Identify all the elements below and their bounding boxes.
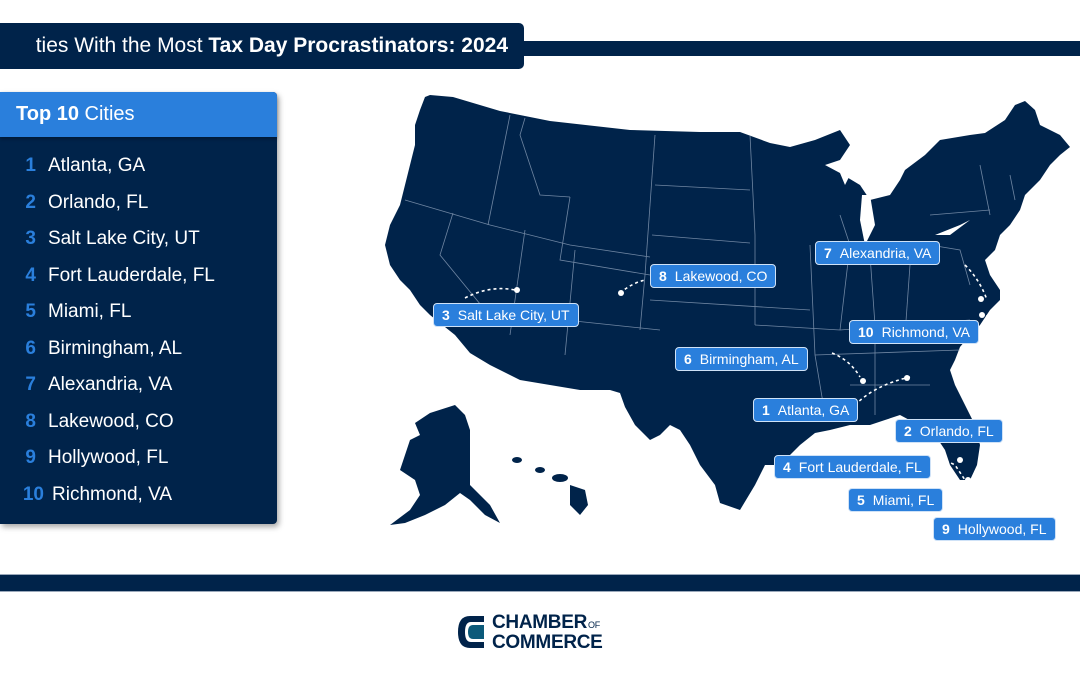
logo-line1: CHAMBER [492, 611, 588, 633]
label-rank: 6 [684, 351, 692, 367]
city-name: Miami, FL [48, 301, 132, 323]
label-city: Hollywood, FL [957, 521, 1047, 537]
label-rank: 7 [824, 245, 832, 261]
map-label-orlando: 2 Orlando, FL [895, 419, 1003, 443]
logo-c-icon [458, 616, 484, 648]
map-label-richmond: 10 Richmond, VA [849, 320, 980, 344]
title-bold: Tax Day Procrastinators: 2024 [208, 34, 508, 57]
map-label-birmingham: 6 Birmingham, AL [675, 347, 808, 371]
city-name: Richmond, VA [52, 483, 173, 505]
chamber-of-commerce-logo: CHAMBEROF COMMERCE [456, 612, 603, 652]
panel-heading: Top 10 Cities [0, 92, 277, 137]
page-title: ties With the Most Tax Day Procrastinato… [0, 23, 524, 69]
city-name: Orlando, FL [48, 191, 149, 213]
city-list: 1 Atlanta, GA 2 Orlando, FL 3 Salt Lake Cit… [0, 148, 277, 513]
list-item: 5 Miami, FL [0, 294, 277, 331]
map-label-salt-lake-city: 3 Salt Lake City, UT [433, 303, 579, 327]
rank: 2 [25, 191, 36, 213]
label-rank: 3 [442, 307, 450, 323]
label-city: Miami, FL [872, 492, 935, 508]
list-item: 3 Salt Lake City, UT [0, 221, 277, 258]
label-rank: 1 [762, 402, 770, 418]
label-rank: 9 [942, 521, 950, 537]
label-rank: 5 [857, 492, 865, 508]
logo-of: OF [588, 619, 600, 630]
footer-bar [0, 574, 1080, 592]
label-city: Fort Lauderdale, FL [798, 459, 922, 475]
list-item: 1 Atlanta, GA [0, 148, 277, 185]
label-city: Orlando, FL [919, 423, 994, 439]
rank: 1 [25, 155, 36, 177]
list-item: 6 Birmingham, AL [0, 331, 277, 368]
rank: 10 [22, 483, 44, 505]
rank: 7 [25, 374, 36, 396]
map-label-hollywood: 9 Hollywood, FL [933, 517, 1056, 541]
map-label-lakewood: 8 Lakewood, CO [650, 264, 777, 288]
label-city: Birmingham, AL [699, 351, 799, 367]
rank: 9 [25, 447, 36, 469]
heading-bold: Top 10 [16, 103, 79, 125]
rank: 4 [25, 264, 36, 286]
list-item: 9 Hollywood, FL [0, 440, 277, 477]
city-name: Salt Lake City, UT [48, 228, 200, 250]
map-label-alexandria: 7 Alexandria, VA [815, 241, 941, 265]
logo-wordmark: CHAMBEROF COMMERCE [492, 611, 603, 653]
rank: 5 [25, 301, 36, 323]
heading-regular: Cities [78, 103, 135, 125]
city-name: Hollywood, FL [48, 447, 169, 469]
map-label-fort-lauderdale: 4 Fort Lauderdale, FL [774, 455, 931, 479]
list-item: 4 Fort Lauderdale, FL [0, 258, 277, 295]
label-city: Atlanta, GA [777, 402, 850, 418]
us-map-shape [385, 95, 1070, 525]
city-name: Fort Lauderdale, FL [48, 264, 215, 286]
map-label-atlanta: 1 Atlanta, GA [753, 398, 859, 422]
top-cities-panel: Top 10 Cities 1 Atlanta, GA 2 Orlando, FL … [0, 92, 277, 524]
city-name: Atlanta, GA [48, 155, 146, 177]
city-name: Alexandria, VA [48, 374, 173, 396]
rank: 6 [25, 337, 36, 359]
city-name: Birmingham, AL [48, 337, 183, 359]
label-city: Salt Lake City, UT [457, 307, 570, 323]
label-rank: 10 [858, 324, 874, 340]
map-label-miami: 5 Miami, FL [848, 488, 944, 512]
us-map: 3 Salt Lake City, UT 8 Lakewood, CO 7 Alexa… [370, 85, 1080, 541]
logo-line2: COMMERCE [492, 631, 603, 653]
rank: 8 [25, 410, 36, 432]
label-city: Lakewood, CO [674, 268, 768, 284]
title-regular: ties With the Most [35, 34, 209, 57]
label-city: Alexandria, VA [839, 245, 932, 261]
list-item: 8 Lakewood, CO [0, 404, 277, 441]
list-item: 10 Richmond, VA [0, 477, 277, 514]
list-item: 2 Orlando, FL [0, 185, 277, 222]
list-item: 7 Alexandria, VA [0, 367, 277, 404]
label-rank: 8 [659, 268, 667, 284]
label-city: Richmond, VA [881, 324, 971, 340]
rank: 3 [25, 228, 36, 250]
label-rank: 2 [904, 423, 912, 439]
label-rank: 4 [783, 459, 791, 475]
city-name: Lakewood, CO [48, 410, 174, 432]
